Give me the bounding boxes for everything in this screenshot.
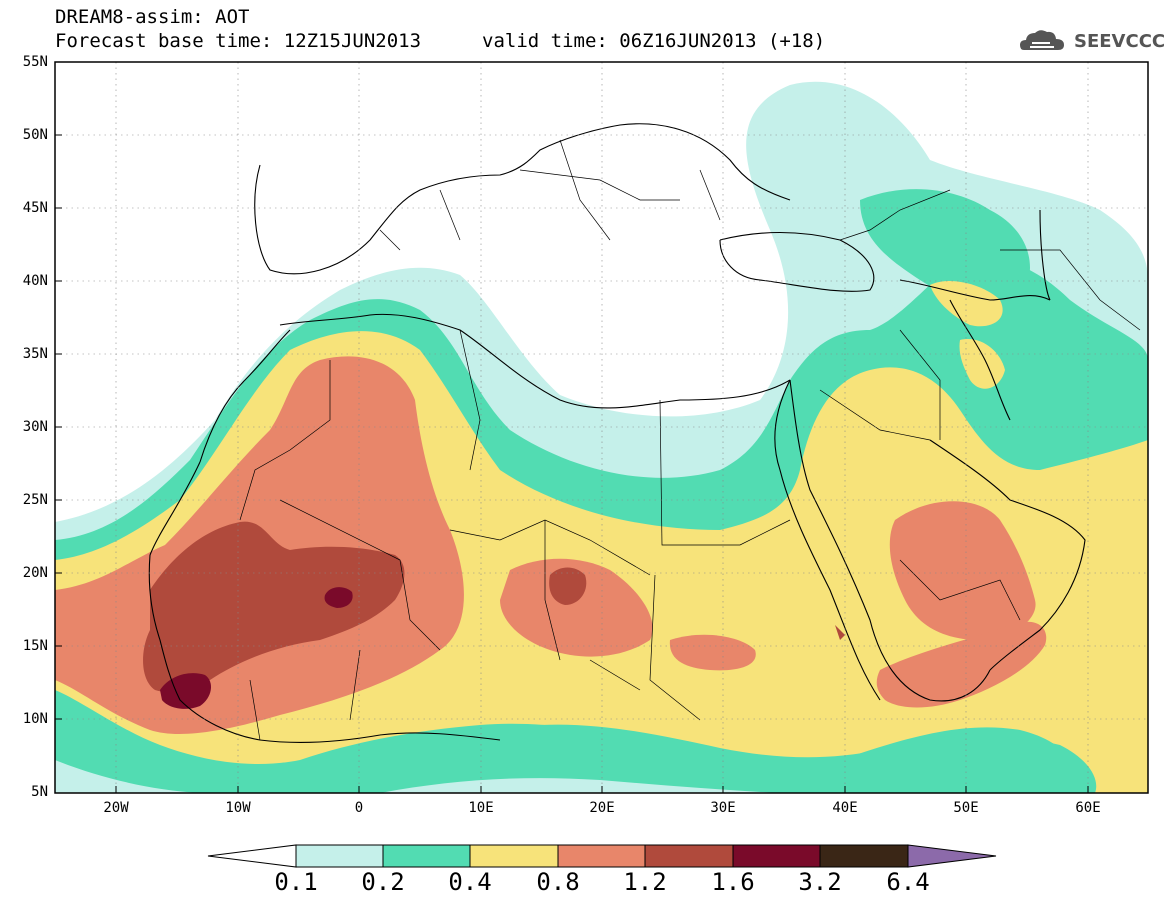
logo-text: SEEVCCC (1074, 31, 1165, 52)
cloud-logo-icon (1020, 30, 1064, 50)
lon-label-40e: 40E (832, 800, 858, 816)
lat-label-20n: 20N (22, 565, 48, 581)
lat-label-15n: 15N (22, 638, 48, 654)
lon-label-10w: 10W (225, 800, 251, 816)
colorbar-label-0.8: 0.8 (536, 868, 580, 896)
grid (55, 62, 1148, 793)
map-title: DREAM8-assim: AOT (55, 6, 250, 28)
colorbar-label-1.6: 1.6 (711, 868, 755, 896)
colorbar-label-3.2: 3.2 (798, 868, 842, 896)
lon-label-60e: 60E (1075, 800, 1101, 816)
lon-label-30e: 30E (710, 800, 736, 816)
lat-label-5n: 5N (31, 784, 48, 800)
colorbar-label-1.2: 1.2 (623, 868, 667, 896)
lat-label-30n: 30N (22, 419, 48, 435)
lat-label-40n: 40N (22, 273, 48, 289)
colorbar-label-0.4: 0.4 (448, 868, 492, 896)
lon-label-10e: 10E (468, 800, 494, 816)
lat-label-55n: 55N (22, 54, 48, 70)
colorbar-label-6.4: 6.4 (886, 868, 930, 896)
colorbar-label-0.2: 0.2 (361, 868, 405, 896)
aot-band-0.1-south (55, 760, 780, 793)
coastlines (148, 123, 1086, 744)
lon-label-50e: 50E (953, 800, 979, 816)
lat-label-45n: 45N (22, 200, 48, 216)
aot-band-1.2 (143, 521, 845, 692)
lon-label-20e: 20E (589, 800, 615, 816)
valid-time: valid time: 06Z16JUN2013 (+18) (482, 30, 826, 52)
country-borders (239, 139, 1141, 741)
lat-label-10n: 10N (22, 711, 48, 727)
lat-label-35n: 35N (22, 346, 48, 362)
lat-label-25n: 25N (22, 492, 48, 508)
lon-label-20w: 20W (103, 800, 129, 816)
colorbar-label-0.1: 0.1 (274, 868, 318, 896)
forecast-base-time: Forecast base time: 12Z15JUN2013 (55, 30, 422, 52)
axis-ticks (55, 61, 1089, 794)
lat-label-50n: 50N (22, 127, 48, 143)
lon-label-0: 0 (354, 800, 364, 816)
aot-band-0.2-south (55, 700, 1097, 793)
